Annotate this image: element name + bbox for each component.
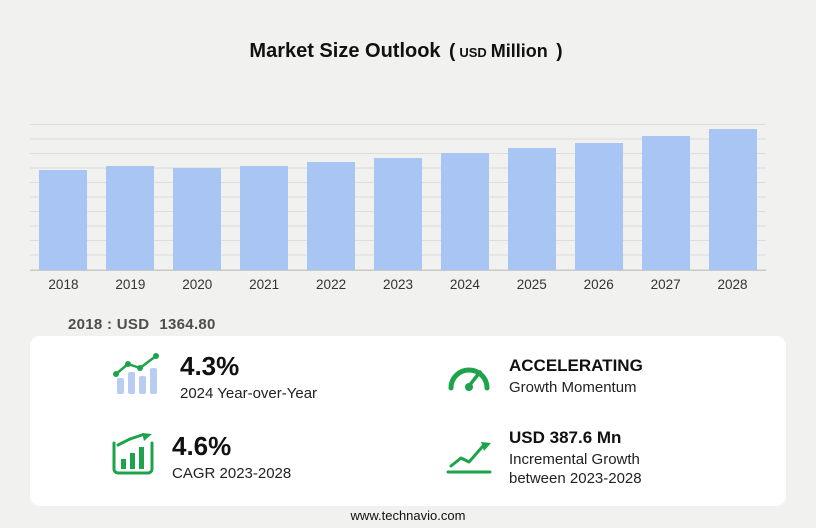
bar-2028 bbox=[708, 129, 757, 270]
chart-title-usd: USD bbox=[459, 45, 487, 60]
base-year-value: 1364.80 bbox=[159, 316, 216, 333]
x-tick-label-2020: 2020 bbox=[182, 277, 213, 292]
bar-slot-2019 bbox=[97, 124, 164, 270]
stat-value: ACCELERATING bbox=[509, 356, 643, 375]
x-axis-labels: 2018 2019 2020 2021 2022 2023 2024 2025 2026 2027… bbox=[30, 277, 766, 292]
yoy-growth-icon bbox=[110, 352, 164, 403]
bar-slot-2023 bbox=[365, 124, 432, 270]
bar-plot bbox=[30, 124, 766, 271]
chart-title-main: Market Size Outlook bbox=[249, 40, 441, 62]
x-tick-label-2019: 2019 bbox=[115, 277, 146, 292]
bar-2024 bbox=[440, 153, 489, 270]
cagr-chart-icon bbox=[110, 433, 156, 482]
bar-slot-2025 bbox=[498, 124, 565, 270]
chart-title: Market Size Outlook (USD Million ) bbox=[0, 40, 816, 63]
bar-2023 bbox=[373, 158, 422, 270]
bar-2019 bbox=[106, 166, 155, 270]
base-year-label: 2018 : USD bbox=[68, 316, 150, 333]
bar-2021 bbox=[240, 166, 289, 270]
chart-title-unit: Million bbox=[490, 41, 548, 61]
speedometer-icon bbox=[445, 358, 493, 397]
chart-title-paren-close: ) bbox=[556, 41, 563, 62]
x-tick-label-2026: 2026 bbox=[583, 277, 614, 292]
stat-value: 4.3% bbox=[180, 351, 240, 381]
x-tick-label-2025: 2025 bbox=[516, 277, 547, 292]
stat-label: 2024 Year-over-Year bbox=[180, 384, 318, 402]
incremental-growth-icon bbox=[445, 436, 493, 481]
x-tick-label-2023: 2023 bbox=[382, 277, 413, 292]
x-tick-label-2021: 2021 bbox=[249, 277, 280, 292]
bar-slot-2028 bbox=[699, 124, 766, 270]
bar-2025 bbox=[507, 148, 556, 270]
bar-2022 bbox=[307, 162, 356, 270]
bar-slot-2024 bbox=[431, 124, 498, 270]
stat-value: USD 387.6 Mn bbox=[509, 428, 622, 447]
x-tick-label-2024: 2024 bbox=[449, 277, 480, 292]
bar-2026 bbox=[574, 143, 623, 270]
stat-incremental-growth: USD 387.6 Mn Incremental Growth between … bbox=[445, 428, 677, 489]
stats-card: 4.3% 2024 Year-over-Year ACCELERATING Gr… bbox=[30, 336, 786, 506]
stat-yoy-growth: 4.3% 2024 Year-over-Year bbox=[110, 351, 318, 404]
bar-slot-2022 bbox=[298, 124, 365, 270]
bar-slot-2018 bbox=[30, 124, 97, 270]
stat-cagr: 4.6% CAGR 2023-2028 bbox=[110, 431, 292, 484]
bar-slot-2026 bbox=[565, 124, 632, 270]
stat-value: 4.6% bbox=[172, 431, 232, 461]
bar-2018 bbox=[39, 170, 88, 270]
stat-label: Incremental Growth between 2023-2028 bbox=[509, 451, 642, 488]
x-tick-label-2018: 2018 bbox=[48, 277, 79, 292]
base-year-annotation: 2018 : USD 1364.80 bbox=[68, 316, 216, 333]
bar-2020 bbox=[173, 168, 222, 270]
chart-title-paren-open: ( bbox=[449, 41, 456, 62]
bar-2027 bbox=[641, 136, 690, 270]
stat-label: CAGR 2023-2028 bbox=[172, 464, 292, 482]
footer-url: www.technavio.com bbox=[350, 508, 466, 523]
bar-slot-2027 bbox=[632, 124, 699, 270]
x-tick-label-2027: 2027 bbox=[650, 277, 681, 292]
x-tick-label-2028: 2028 bbox=[717, 277, 748, 292]
x-tick-label-2022: 2022 bbox=[316, 277, 347, 292]
stat-label: Growth Momentum bbox=[509, 379, 637, 397]
bar-slot-2020 bbox=[164, 124, 231, 270]
stat-growth-momentum: ACCELERATING Growth Momentum bbox=[445, 356, 643, 398]
bar-slot-2021 bbox=[231, 124, 298, 270]
